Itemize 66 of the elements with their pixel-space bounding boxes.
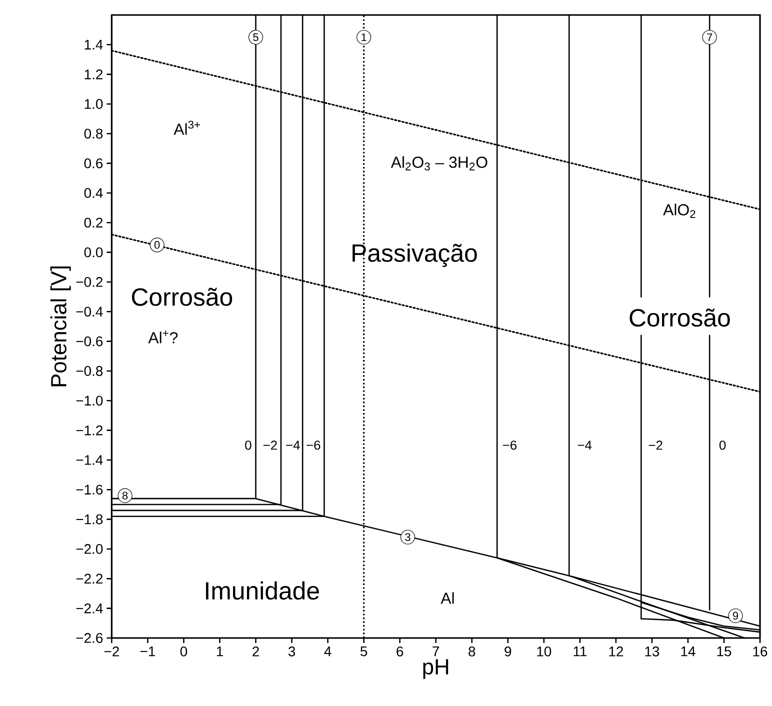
- y-tick-label: −2.0: [76, 544, 103, 554]
- y-tick-label: 0.6: [84, 158, 103, 168]
- x-tick-label: 12: [609, 646, 623, 656]
- annotation: 1: [362, 33, 366, 42]
- x-tick-label: 11: [574, 646, 586, 656]
- y-tick-label: 1.0: [84, 99, 103, 109]
- y-tick-label: 0.2: [84, 218, 102, 228]
- y-tick-label: 0.8: [84, 128, 103, 139]
- annotation: Al$^{+}$?: [148, 330, 178, 344]
- annotation: −4: [286, 440, 300, 450]
- x-tick-label: 8: [468, 646, 476, 656]
- y-axis-title: Potencial [V]: [50, 266, 71, 386]
- x-tick-label: 15: [717, 646, 732, 656]
- annotation: 0: [154, 241, 160, 249]
- annotation: Corrosão: [132, 288, 232, 306]
- x-tick-label: 10: [537, 646, 552, 656]
- y-tick-label: 1.4: [84, 40, 103, 50]
- annotation: 9: [732, 612, 738, 620]
- x-tick-label: −1: [140, 646, 155, 656]
- annotation: Al$^{3+}$: [174, 120, 200, 135]
- y-tick-label: −2.2: [76, 574, 102, 584]
- x-tick-label: 16: [753, 646, 768, 656]
- y-tick-label: −2.6: [76, 633, 103, 643]
- annotation: Al: [440, 592, 454, 604]
- x-tick-label: 7: [432, 646, 440, 656]
- annotation: −2: [648, 440, 662, 450]
- x-tick-label: −2: [104, 646, 119, 656]
- x-tick-label: 3: [288, 646, 296, 656]
- y-tick-label: −1.2: [76, 425, 102, 436]
- y-tick-label: −1.4: [76, 455, 103, 465]
- annotation: 8: [122, 492, 128, 500]
- annotation: 0: [245, 440, 252, 450]
- y-tick-label: −0.2: [76, 277, 102, 287]
- x-tick-label: 14: [681, 646, 696, 656]
- x-tick-label: 5: [360, 646, 368, 656]
- annotation: −6: [306, 440, 320, 450]
- y-tick-label: −2.4: [76, 603, 103, 614]
- annotation: Al$_{2}$O$_{3}$ – 3H$_{2}$O: [390, 156, 488, 170]
- x-tick-label: 9: [504, 646, 512, 656]
- x-tick-label: 6: [396, 646, 404, 656]
- y-tick-label: −0.8: [76, 366, 103, 376]
- x-tick-label: 13: [645, 646, 660, 656]
- x-axis-title: pH: [423, 659, 448, 679]
- annotation: 7: [707, 33, 712, 42]
- y-tick-label: −1.0: [76, 396, 103, 406]
- y-tick-label: 0.0: [84, 247, 103, 258]
- annotation: −4: [578, 440, 592, 450]
- annotation: 3: [405, 533, 410, 542]
- annotation: 5: [253, 33, 258, 42]
- y-tick-label: −0.6: [76, 336, 103, 346]
- x-tick-label: 1: [216, 646, 223, 656]
- y-tick-label: −1.6: [76, 484, 103, 495]
- y-tick-label: −1.8: [76, 514, 103, 524]
- x-tick-label: 0: [180, 646, 188, 656]
- y-tick-label: 1.2: [84, 69, 102, 80]
- annotation: 0: [719, 440, 726, 450]
- annotation: −6: [502, 440, 517, 450]
- y-tick-label: 0.4: [84, 188, 103, 198]
- annotation: Imunidade: [206, 581, 319, 600]
- y-tick-label: −0.4: [76, 306, 103, 317]
- x-tick-label: 4: [324, 646, 332, 656]
- annotation: AlO$_{2}$: [663, 204, 696, 218]
- x-tick-label: 2: [252, 646, 259, 656]
- annotation: −2: [263, 440, 277, 450]
- annotation: Corrosão: [630, 308, 730, 327]
- annotation: Passivação: [352, 244, 477, 267]
